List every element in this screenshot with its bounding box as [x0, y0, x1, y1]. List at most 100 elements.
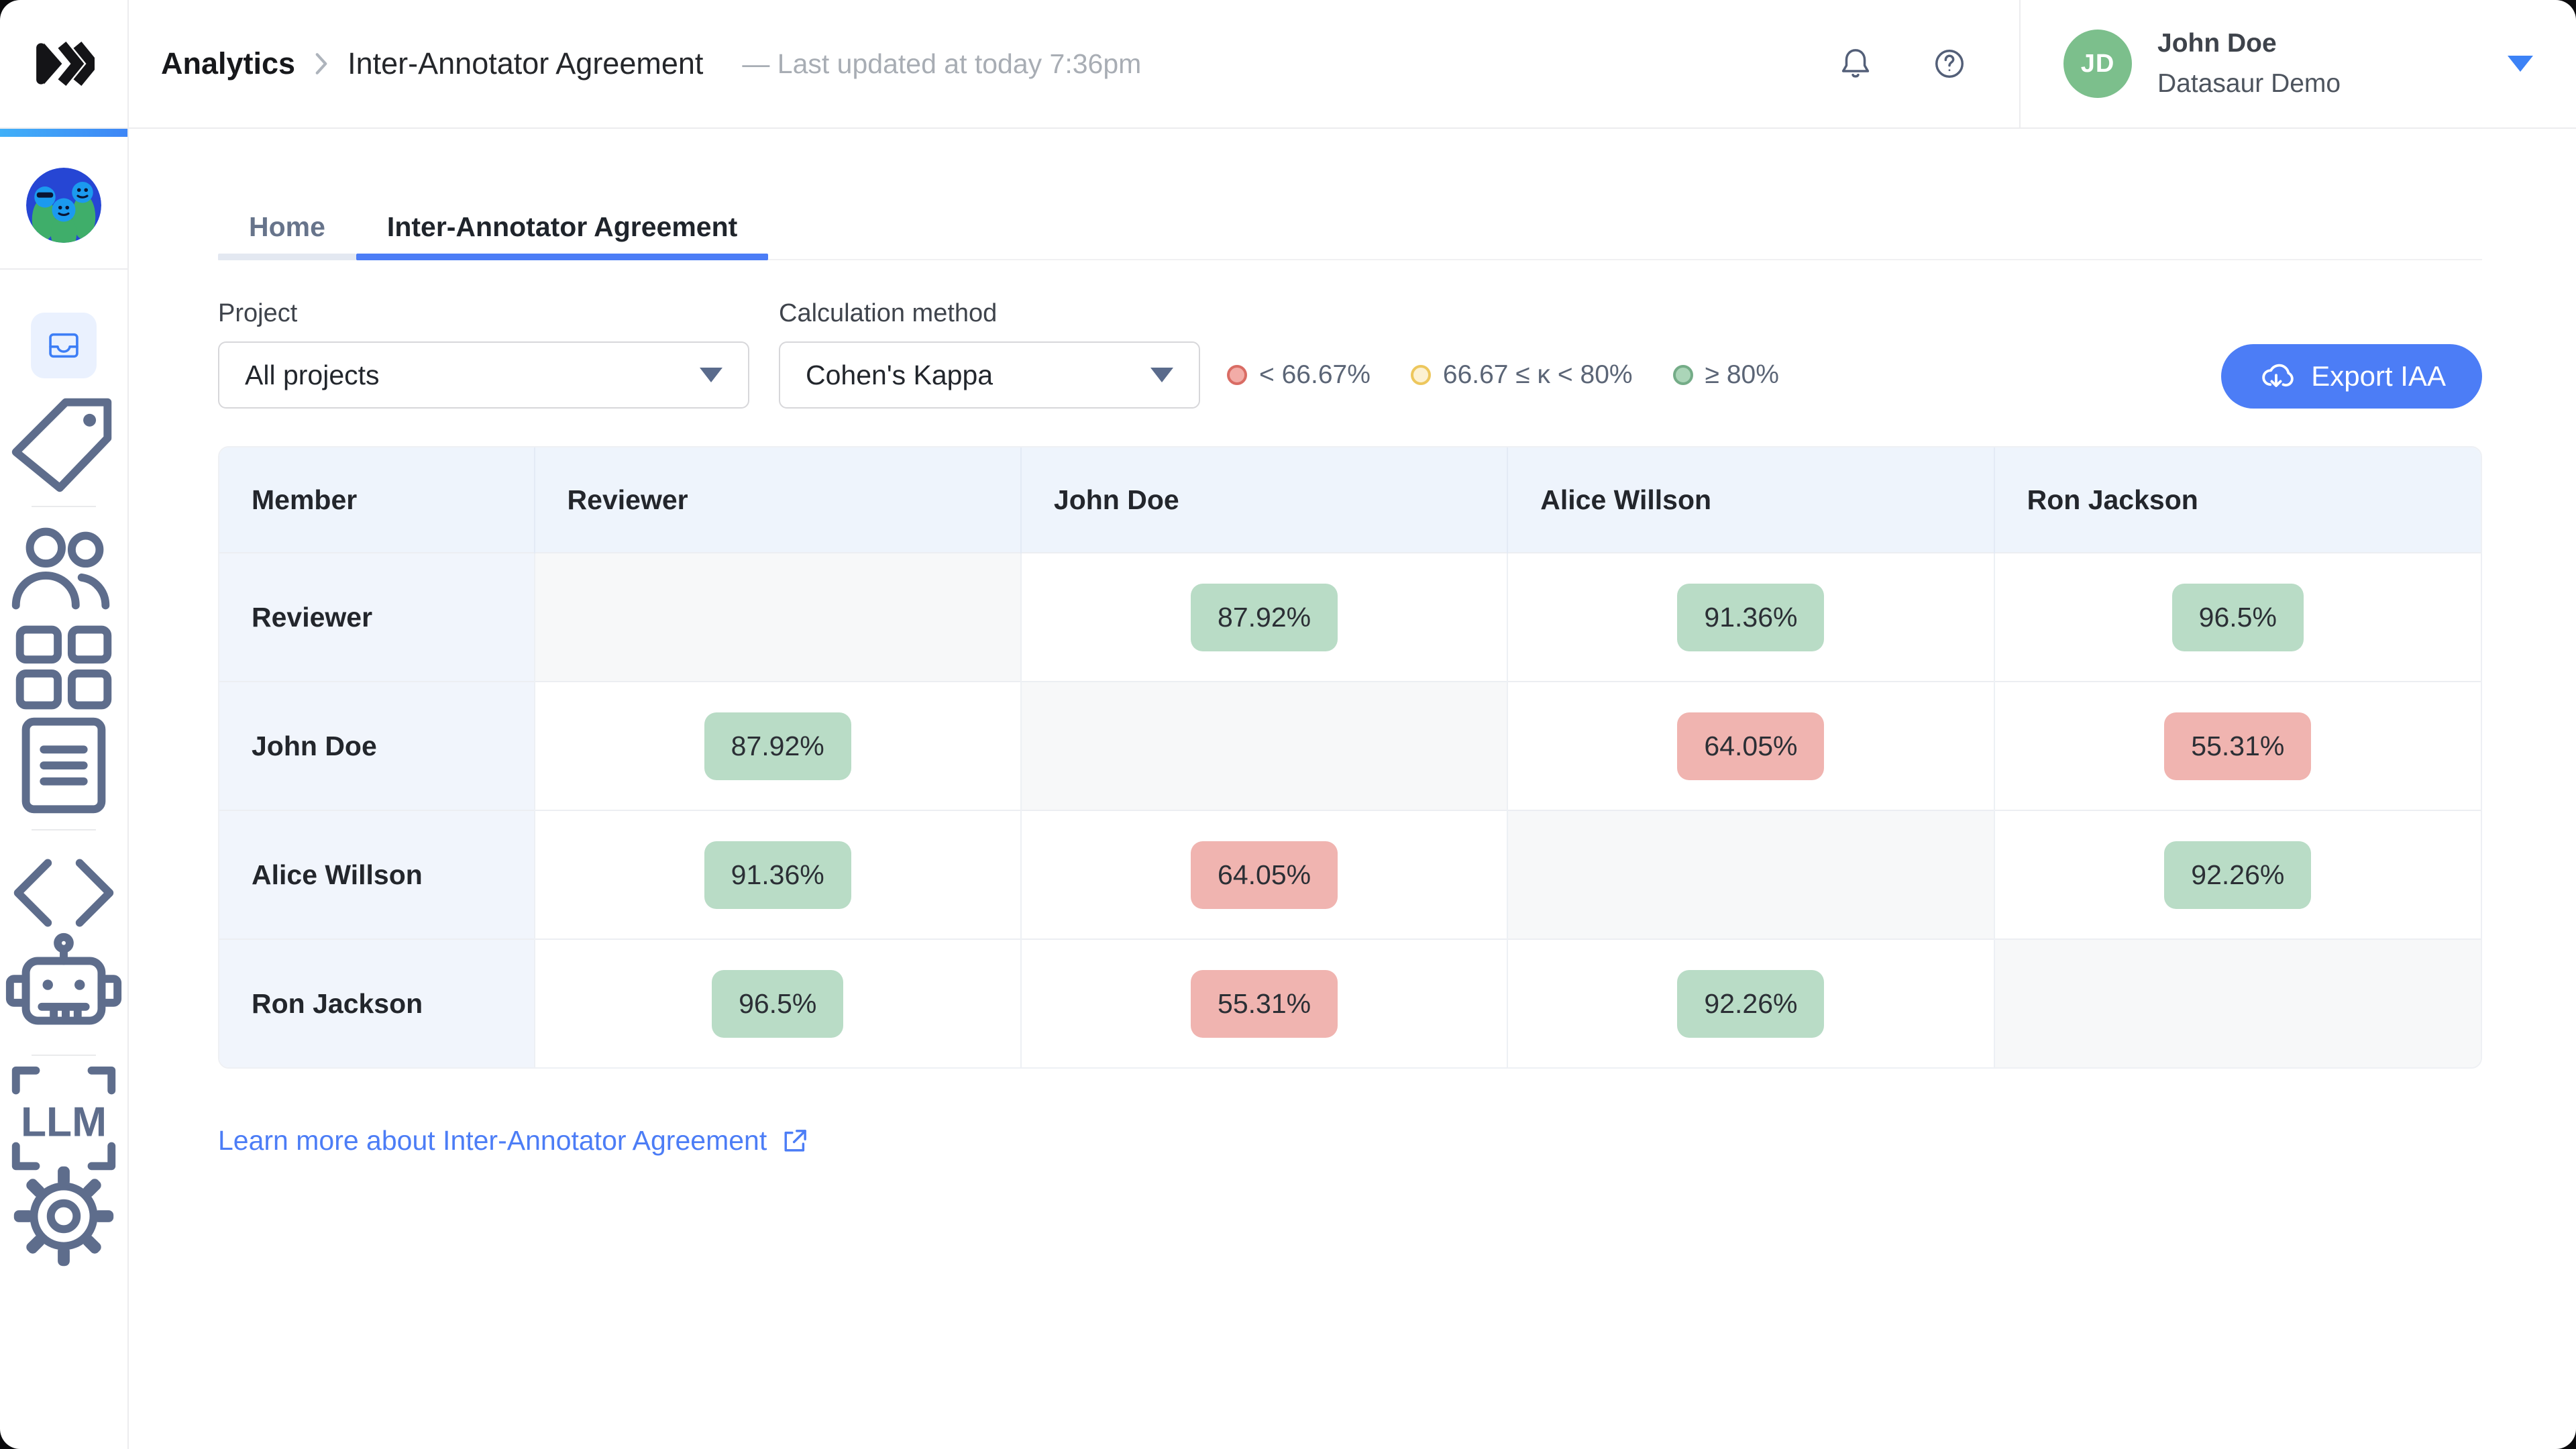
workspace-avatar[interactable] — [26, 168, 101, 243]
agreement-cell: 55.31% — [1993, 681, 2481, 810]
calculation-method-label: Calculation method — [779, 299, 998, 327]
external-link-icon — [784, 1129, 807, 1151]
llm-icon: LLM — [0, 1066, 127, 1185]
calculation-method-select[interactable]: Cohen's Kappa — [779, 341, 1200, 409]
sidebar: LLM — [0, 129, 129, 1449]
cloud-download-icon — [2262, 364, 2294, 387]
agreement-badge-low: 55.31% — [2164, 712, 2312, 780]
chevron-down-icon — [1150, 368, 1173, 382]
agreement-badge-low: 64.05% — [1191, 841, 1338, 909]
user-menu[interactable]: JD John Doe Datasaur Demo — [2019, 0, 2576, 127]
table-row: Ron Jackson 96.5% 55.31% 92.26% — [219, 938, 2481, 1067]
agreement-badge-high: 87.92% — [1191, 583, 1338, 651]
bell-icon[interactable] — [1837, 45, 1874, 83]
calculation-method-value: Cohen's Kappa — [806, 359, 994, 390]
topbar-actions — [1810, 0, 2019, 127]
main-content: Home Inter-Annotator Agreement Project Al… — [129, 129, 2576, 1449]
sidebar-item-llm[interactable]: LLM — [0, 1066, 127, 1170]
column-header: John Doe — [1020, 447, 1508, 553]
breadcrumb-page: Inter-Annotator Agreement — [347, 46, 704, 80]
sidebar-item-grid[interactable] — [0, 620, 127, 718]
tab-underline — [218, 254, 356, 260]
legend-dot-icon — [1410, 365, 1431, 385]
sidebar-divider — [0, 268, 127, 270]
inbox-icon — [44, 326, 83, 365]
sidebar-accent-bar — [0, 129, 127, 137]
help-icon[interactable] — [1931, 45, 1968, 83]
agreement-badge-high: 91.36% — [704, 841, 851, 909]
gear-icon — [0, 1166, 127, 1283]
agreement-cell: 87.92% — [1020, 552, 1508, 682]
sidebar-item-users[interactable] — [0, 522, 127, 620]
learn-more-link[interactable]: Learn more about Inter-Annotator Agreeme… — [218, 1125, 810, 1157]
user-workspace: Datasaur Demo — [2157, 69, 2341, 98]
user-name: John Doe — [2157, 29, 2277, 58]
agreement-cell: 64.05% — [1020, 810, 1508, 939]
sidebar-divider — [32, 1055, 96, 1056]
grid-icon — [0, 625, 127, 734]
self-agreement-cell — [1507, 810, 1994, 939]
agreement-cell: 55.31% — [1020, 938, 1508, 1067]
chevron-down-icon[interactable] — [2508, 56, 2533, 72]
legend-item: 66.67 ≤ κ < 80% — [1410, 360, 1633, 390]
datasaur-logo-icon — [36, 42, 95, 86]
datasaur-logo[interactable] — [0, 0, 129, 127]
agreement-cell: 91.36% — [533, 810, 1021, 939]
column-header: Alice Willson — [1507, 447, 1994, 553]
kappa-legend: < 66.67% 66.67 ≤ κ < 80% ≥ 80% — [1227, 360, 1779, 390]
document-icon — [0, 717, 127, 832]
agreement-badge-low: 55.31% — [1191, 969, 1338, 1038]
agreement-badge-high: 92.26% — [2164, 841, 2312, 909]
legend-item: ≥ 80% — [1672, 360, 1779, 390]
sidebar-item-document[interactable] — [0, 717, 127, 816]
sidebar-item-code[interactable] — [0, 845, 127, 943]
agreement-cell: 96.5% — [1993, 552, 2481, 682]
legend-dot-icon — [1672, 365, 1693, 385]
agreement-badge-high: 96.5% — [2171, 583, 2304, 651]
agreement-cell: 64.05% — [1507, 681, 1994, 810]
column-header: Reviewer — [533, 447, 1021, 553]
agreement-cell: 92.26% — [1507, 938, 1994, 1067]
sidebar-item-robot[interactable] — [0, 932, 127, 1041]
tab-inter-annotator-agreement[interactable]: Inter-Annotator Agreement — [356, 200, 769, 260]
project-label: Project — [218, 299, 298, 327]
legend-label: ≥ 80% — [1705, 360, 1779, 389]
column-header: Ron Jackson — [1993, 447, 2481, 553]
agreement-cell: 92.26% — [1993, 810, 2481, 939]
row-header: Ron Jackson — [219, 938, 535, 1067]
tab-home[interactable]: Home — [218, 200, 356, 260]
breadcrumb: Analytics Inter-Annotator Agreement — La… — [129, 0, 1810, 127]
column-header: Member — [219, 447, 535, 553]
agreement-badge-high: 87.92% — [704, 712, 851, 780]
agreement-badge-low: 64.05% — [1677, 712, 1825, 780]
iaa-matrix-table: Member Reviewer John Doe Alice Willson Ron J… — [218, 446, 2482, 1069]
breadcrumb-section[interactable]: Analytics — [161, 46, 296, 80]
legend-label: 66.67 ≤ κ < 80% — [1442, 360, 1633, 389]
agreement-badge-high: 92.26% — [1677, 969, 1825, 1038]
project-select-value: All projects — [245, 359, 380, 390]
sidebar-item-gear[interactable] — [0, 1166, 127, 1267]
chevron-down-icon — [700, 368, 722, 382]
avatar: JD — [2063, 30, 2132, 98]
sidebar-item-inbox[interactable] — [0, 297, 127, 394]
agreement-cell: 91.36% — [1507, 552, 1994, 682]
self-agreement-cell — [1993, 938, 2481, 1067]
project-select[interactable]: All projects — [218, 341, 749, 409]
self-agreement-cell — [533, 552, 1021, 682]
export-iaa-button[interactable]: Export IAA — [2221, 344, 2482, 409]
agreement-cell: 96.5% — [533, 938, 1021, 1067]
agreement-badge-high: 96.5% — [712, 969, 844, 1038]
users-icon — [0, 527, 127, 636]
self-agreement-cell — [1020, 681, 1508, 810]
sidebar-divider — [32, 829, 96, 830]
tab-underline — [356, 254, 769, 260]
tab-bar: Home Inter-Annotator Agreement — [218, 200, 2482, 260]
chevron-right-icon — [313, 50, 330, 77]
table-row: John Doe 87.92% 64.05% 55.31% — [219, 681, 2481, 810]
sidebar-item-tag[interactable] — [0, 394, 127, 492]
row-header: John Doe — [219, 681, 535, 810]
table-row: Reviewer 87.92% 91.36% 96.5% — [219, 552, 2481, 682]
legend-item: < 66.67% — [1227, 360, 1371, 390]
